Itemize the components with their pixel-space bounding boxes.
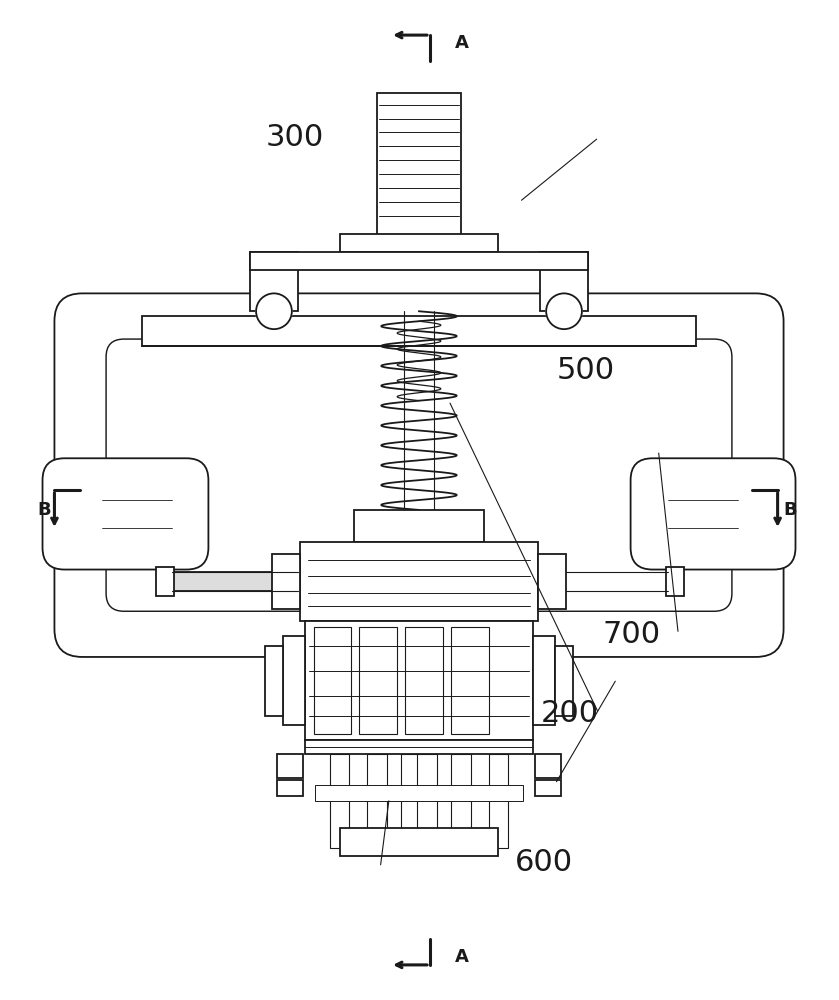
Bar — [417, 754, 437, 848]
Bar — [277, 780, 303, 796]
Bar — [451, 754, 471, 848]
Text: B: B — [38, 501, 51, 519]
Bar — [534, 636, 555, 725]
Bar — [405, 627, 443, 734]
Bar — [156, 567, 174, 596]
FancyBboxPatch shape — [43, 458, 208, 570]
Bar — [265, 646, 283, 716]
Text: 500: 500 — [557, 356, 615, 385]
Bar — [272, 554, 300, 609]
Bar — [300, 542, 538, 621]
Bar — [250, 252, 588, 270]
Bar — [305, 740, 534, 754]
Bar — [540, 252, 588, 311]
Bar — [250, 252, 298, 311]
Bar — [314, 627, 352, 734]
Bar — [172, 572, 351, 591]
Bar — [359, 627, 397, 734]
FancyBboxPatch shape — [55, 293, 784, 657]
Bar — [315, 785, 524, 801]
Bar — [305, 621, 534, 740]
Bar — [401, 754, 421, 848]
Bar — [666, 567, 685, 596]
Bar — [451, 627, 488, 734]
Text: 300: 300 — [265, 123, 324, 152]
Bar — [555, 646, 573, 716]
Bar — [277, 754, 303, 778]
Circle shape — [546, 293, 582, 329]
Bar — [535, 780, 561, 796]
Text: B: B — [784, 501, 797, 519]
Text: 200: 200 — [540, 699, 598, 728]
Bar — [535, 754, 561, 778]
Bar — [330, 754, 350, 848]
Bar — [488, 754, 508, 848]
FancyBboxPatch shape — [106, 339, 732, 611]
Bar — [340, 828, 498, 856]
Bar — [142, 316, 696, 346]
Text: A: A — [455, 948, 469, 966]
Text: A: A — [455, 34, 469, 52]
Bar — [538, 554, 566, 609]
Circle shape — [256, 293, 292, 329]
Bar — [367, 754, 388, 848]
Text: 700: 700 — [603, 620, 661, 649]
Bar — [283, 636, 305, 725]
FancyBboxPatch shape — [631, 458, 795, 570]
Text: 600: 600 — [515, 848, 574, 877]
Bar — [354, 510, 483, 542]
Bar — [340, 234, 498, 252]
Bar — [378, 93, 461, 237]
